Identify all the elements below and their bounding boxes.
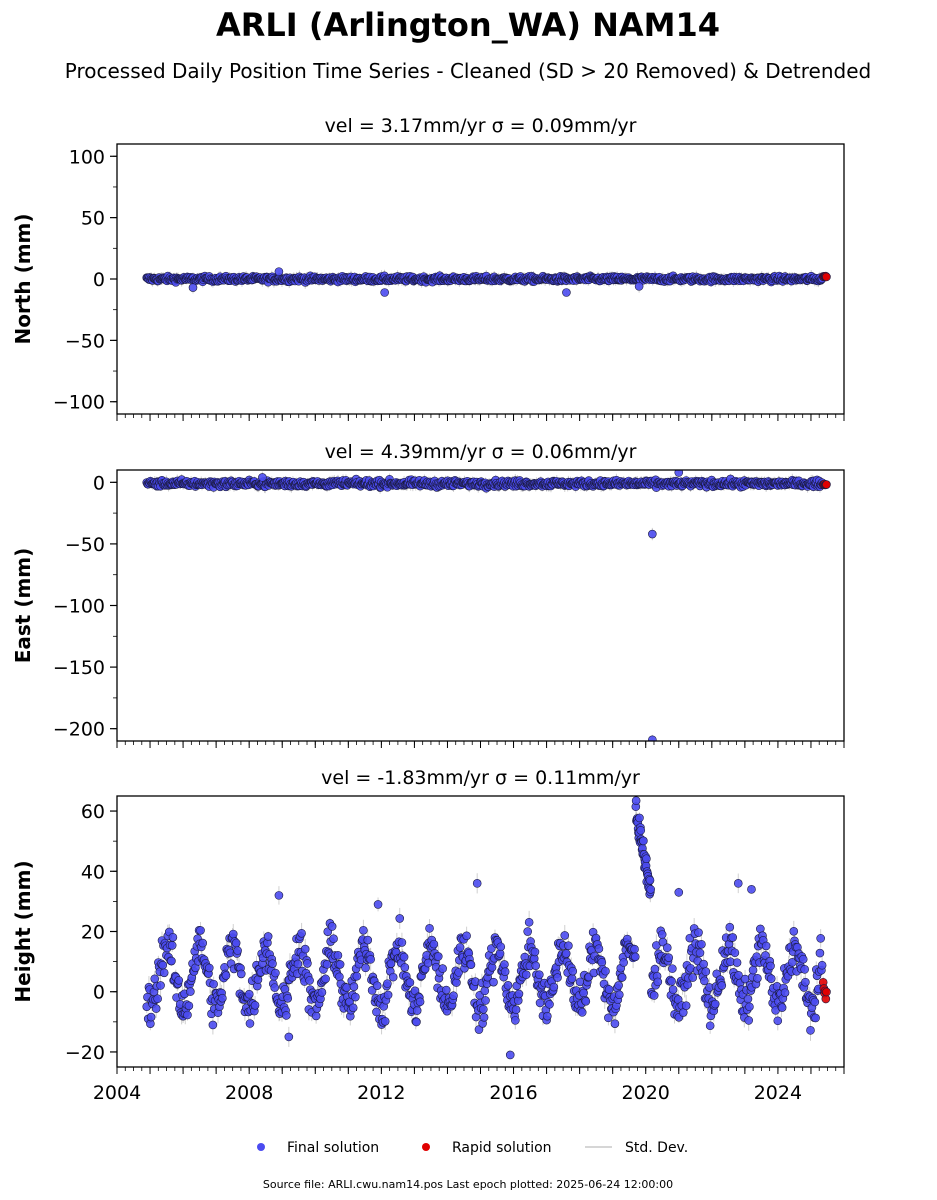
y-tick-label-east: −200 xyxy=(53,719,105,741)
panels-group: vel = 3.17mm/yr σ = 0.09mm/yr North (mm) −… xyxy=(11,115,845,1104)
y-axis-label-height: Height (mm) xyxy=(11,860,35,1002)
final-point-east xyxy=(258,473,267,482)
y-tick-label-east: −50 xyxy=(65,534,105,556)
y-tick-label-north: 100 xyxy=(69,146,105,168)
y-tick-label-north: −100 xyxy=(53,392,105,414)
final-point-north xyxy=(274,267,284,276)
y-tick-label-north: −50 xyxy=(65,330,105,352)
panel-title-east: vel = 4.39mm/yr σ = 0.06mm/yr xyxy=(325,441,637,463)
panel-east: vel = 4.39mm/yr σ = 0.06mm/yr East (mm) −2… xyxy=(11,441,845,748)
data-layer-east xyxy=(142,470,831,741)
panel-north: vel = 3.17mm/yr σ = 0.09mm/yr North (mm) −… xyxy=(11,115,845,421)
final-point-north xyxy=(634,282,644,291)
figure-subtitle: Processed Daily Position Time Series - C… xyxy=(65,59,871,83)
y-axis-label-east: East (mm) xyxy=(11,548,35,664)
y-tick-label-north: 0 xyxy=(93,269,105,291)
y-tick-label-east: −100 xyxy=(53,596,105,618)
panel-title-north: vel = 3.17mm/yr σ = 0.09mm/yr xyxy=(325,115,637,137)
rapid-point-east xyxy=(822,480,831,489)
panel-height: vel = -1.83mm/yr σ = 0.11mm/yr Height (mm… xyxy=(11,767,845,1104)
figure-title: ARLI (Arlington_WA) NAM14 xyxy=(216,6,720,44)
final-point-north xyxy=(562,288,571,297)
rapid-point-north xyxy=(822,272,831,282)
final-point-east xyxy=(648,529,657,539)
final-point-east xyxy=(648,735,657,741)
data-layer-north xyxy=(142,267,831,297)
y-tick-label-north: 50 xyxy=(81,208,105,230)
y-tick-label-east: −150 xyxy=(53,657,105,679)
data-layer-height xyxy=(142,796,831,1060)
final-point-north xyxy=(380,288,389,297)
panel-frame-east xyxy=(116,469,845,742)
y-axis-label-north: North (mm) xyxy=(11,213,35,344)
final-point-east xyxy=(674,470,684,477)
y-tick-label-east: 0 xyxy=(93,472,105,494)
panel-title-height: vel = -1.83mm/yr σ = 0.11mm/yr xyxy=(321,767,640,789)
final-point-north xyxy=(188,283,198,292)
